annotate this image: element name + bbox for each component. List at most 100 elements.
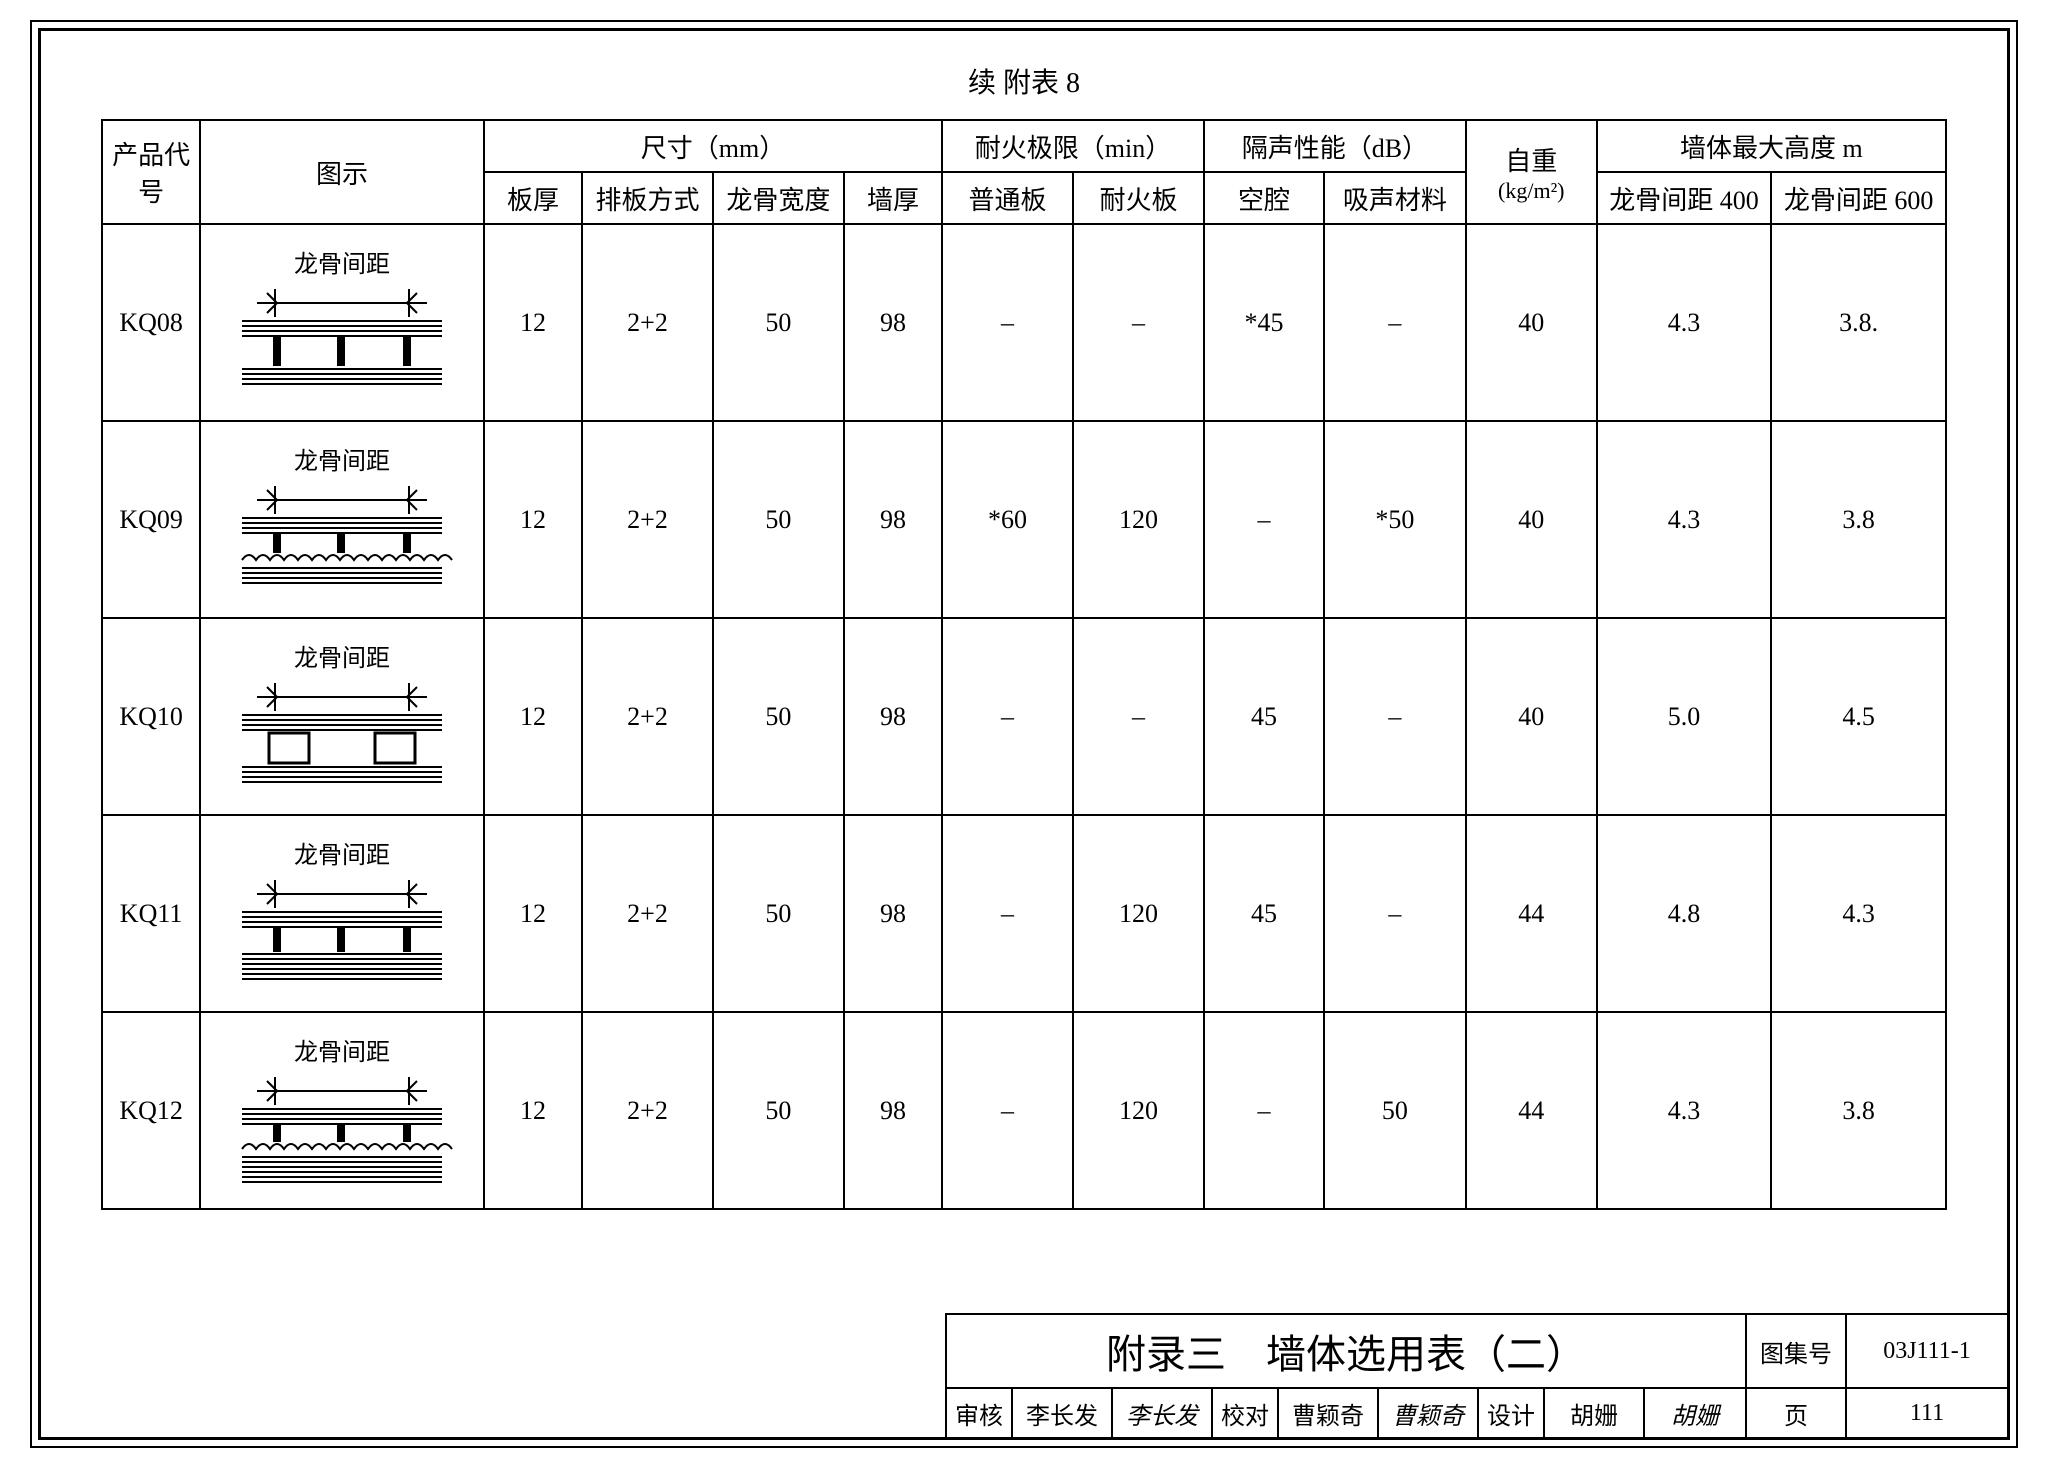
design-label: 设计 — [1479, 1389, 1545, 1437]
th-weight-unit: (kg/m²) — [1467, 178, 1596, 204]
cell-sound-absorb: – — [1324, 815, 1466, 1012]
wall-section-icon — [227, 1069, 457, 1189]
cell-sound-absorb: – — [1324, 618, 1466, 815]
cell-diagram: 龙骨间距 — [200, 224, 484, 421]
check-name: 曹颖奇 — [1279, 1389, 1379, 1437]
cell-wall-thk: 98 — [844, 815, 942, 1012]
audit-name: 李长发 — [1013, 1389, 1113, 1437]
audit-signature: 李长发 — [1113, 1389, 1213, 1437]
page-label: 页 — [1747, 1389, 1847, 1437]
cell-arrange: 2+2 — [582, 618, 713, 815]
diagram-label: 龙骨间距 — [294, 244, 390, 279]
cell-fire-resist: 120 — [1073, 815, 1204, 1012]
cell-wall-thk: 98 — [844, 421, 942, 618]
cell-diagram: 龙骨间距 — [200, 421, 484, 618]
inner-frame: 续 附表 8 产品代号 图示 尺寸（mm） 耐火极限（min） 隔声性能（dB）… — [38, 28, 2010, 1440]
cell-sound-absorb: 50 — [1324, 1012, 1466, 1209]
cell-fire-resist: 120 — [1073, 1012, 1204, 1209]
table-row: KQ08龙骨间距122+25098––*45–404.33.8. — [102, 224, 1946, 421]
th-sound-cavity: 空腔 — [1204, 172, 1324, 224]
cell-diagram: 龙骨间距 — [200, 1012, 484, 1209]
design-signature: 胡姗 — [1645, 1389, 1747, 1437]
atlas-no: 03J111-1 — [1847, 1315, 2007, 1387]
cell-sound-cavity: 45 — [1204, 618, 1324, 815]
cell-keel-width: 50 — [713, 421, 844, 618]
wall-section-icon — [227, 675, 457, 795]
cell-fire-resist: – — [1073, 224, 1204, 421]
wall-selection-table: 产品代号 图示 尺寸（mm） 耐火极限（min） 隔声性能（dB） 自重 (kg… — [101, 119, 1947, 1210]
cell-code: KQ09 — [102, 421, 200, 618]
table-row: KQ12龙骨间距122+25098–120–50444.33.8 — [102, 1012, 1946, 1209]
cell-weight: 44 — [1466, 1012, 1597, 1209]
diagram-label: 龙骨间距 — [294, 441, 390, 476]
atlas-label: 图集号 — [1747, 1315, 1847, 1387]
cell-h600: 4.5 — [1771, 618, 1946, 815]
th-h400: 龙骨间距 400 — [1597, 172, 1772, 224]
th-sound-absorb: 吸声材料 — [1324, 172, 1466, 224]
cell-h400: 4.3 — [1597, 224, 1772, 421]
cell-h600: 3.8 — [1771, 1012, 1946, 1209]
page-no: 111 — [1847, 1389, 2007, 1437]
cell-arrange: 2+2 — [582, 224, 713, 421]
cell-fire-normal: *60 — [942, 421, 1073, 618]
cell-keel-width: 50 — [713, 815, 844, 1012]
table-row: KQ09龙骨间距122+25098*60120–*50404.33.8 — [102, 421, 1946, 618]
cell-code: KQ11 — [102, 815, 200, 1012]
cell-wall-thk: 98 — [844, 224, 942, 421]
cell-h400: 5.0 — [1597, 618, 1772, 815]
th-weight: 自重 (kg/m²) — [1466, 120, 1597, 224]
cell-code: KQ12 — [102, 1012, 200, 1209]
th-sound-group: 隔声性能（dB） — [1204, 120, 1466, 172]
cell-weight: 40 — [1466, 618, 1597, 815]
cell-keel-width: 50 — [713, 224, 844, 421]
cell-code: KQ08 — [102, 224, 200, 421]
th-h600: 龙骨间距 600 — [1771, 172, 1946, 224]
cell-h400: 4.8 — [1597, 815, 1772, 1012]
cell-arrange: 2+2 — [582, 815, 713, 1012]
cell-arrange: 2+2 — [582, 1012, 713, 1209]
th-height-group: 墙体最大高度 m — [1597, 120, 1946, 172]
cell-h400: 4.3 — [1597, 1012, 1772, 1209]
cell-wall-thk: 98 — [844, 1012, 942, 1209]
check-label: 校对 — [1213, 1389, 1279, 1437]
appendix-title: 附录三 墙体选用表（二） — [947, 1315, 1747, 1387]
th-fire-resist: 耐火板 — [1073, 172, 1204, 224]
cell-thickness: 12 — [484, 1012, 582, 1209]
th-diagram: 图示 — [200, 120, 484, 224]
cell-fire-normal: – — [942, 224, 1073, 421]
cell-weight: 44 — [1466, 815, 1597, 1012]
th-arrange: 排板方式 — [582, 172, 713, 224]
th-keel-width: 龙骨宽度 — [713, 172, 844, 224]
audit-label: 审核 — [947, 1389, 1013, 1437]
th-size-group: 尺寸（mm） — [484, 120, 942, 172]
cell-wall-thk: 98 — [844, 618, 942, 815]
cell-fire-resist: 120 — [1073, 421, 1204, 618]
cell-thickness: 12 — [484, 815, 582, 1012]
cell-diagram: 龙骨间距 — [200, 618, 484, 815]
cell-thickness: 12 — [484, 618, 582, 815]
cell-thickness: 12 — [484, 224, 582, 421]
cell-arrange: 2+2 — [582, 421, 713, 618]
cell-fire-normal: – — [942, 618, 1073, 815]
th-wall-thk: 墙厚 — [844, 172, 942, 224]
cell-diagram: 龙骨间距 — [200, 815, 484, 1012]
wall-section-icon — [227, 478, 457, 598]
diagram-label: 龙骨间距 — [294, 638, 390, 673]
cell-h600: 3.8. — [1771, 224, 1946, 421]
wall-section-icon — [227, 872, 457, 992]
th-weight-label: 自重 — [1467, 141, 1596, 178]
diagram-label: 龙骨间距 — [294, 835, 390, 870]
design-name: 胡姗 — [1545, 1389, 1645, 1437]
cell-sound-cavity: – — [1204, 421, 1324, 618]
cell-fire-normal: – — [942, 815, 1073, 1012]
cell-sound-absorb: – — [1324, 224, 1466, 421]
th-fire-normal: 普通板 — [942, 172, 1073, 224]
table-caption: 续 附表 8 — [101, 61, 1947, 101]
cell-sound-absorb: *50 — [1324, 421, 1466, 618]
table-row: KQ10龙骨间距122+25098––45–405.04.5 — [102, 618, 1946, 815]
cell-h600: 3.8 — [1771, 421, 1946, 618]
cell-thickness: 12 — [484, 421, 582, 618]
table-row: KQ11龙骨间距122+25098–12045–444.84.3 — [102, 815, 1946, 1012]
th-fire-group: 耐火极限（min） — [942, 120, 1204, 172]
title-block: 附录三 墙体选用表（二） 图集号 03J111-1 审核 李长发 李长发 校对 … — [945, 1313, 2007, 1437]
